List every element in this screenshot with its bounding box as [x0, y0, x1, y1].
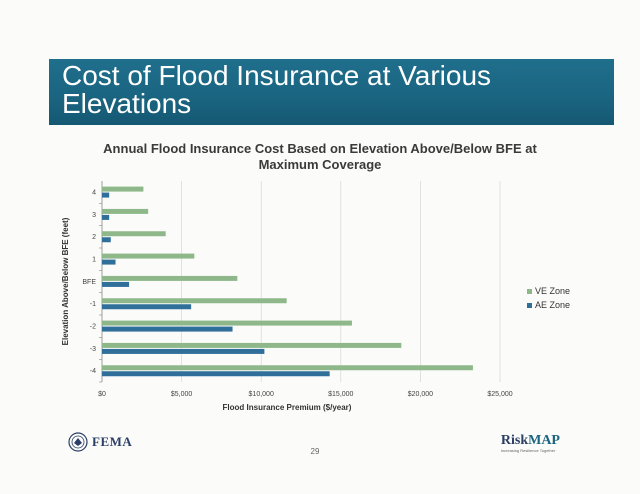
bar-ve-zone	[102, 275, 238, 281]
riskmap-risk-text: Risk	[500, 433, 529, 448]
chart-legend: VE Zone AE Zone	[527, 284, 570, 312]
bar-ae-zone	[102, 259, 116, 265]
slide-title: Cost of Flood Insurance at Various Eleva…	[62, 60, 492, 119]
bar-ae-zone	[102, 304, 192, 310]
bar-ae-zone	[102, 326, 233, 332]
x-tick-label: $15,000	[328, 391, 353, 398]
bar-ve-zone	[102, 342, 402, 348]
riskmap-map-text: MAP	[528, 433, 560, 448]
riskmap-tagline: Increasing Resilience Together	[500, 448, 556, 453]
y-tick-label: 3	[92, 212, 96, 219]
y-tick-label: 2	[92, 234, 96, 241]
fema-seal-icon	[68, 432, 88, 452]
legend-label-ae: AE Zone	[535, 300, 571, 310]
y-tick-label: -2	[90, 323, 96, 330]
legend-label-ve: VE Zone	[535, 286, 571, 296]
bar-ae-zone	[102, 371, 330, 377]
bar-ve-zone	[102, 186, 144, 192]
bar-ae-zone	[102, 348, 265, 354]
bar-ve-zone	[102, 208, 149, 214]
y-tick-label: -1	[90, 301, 96, 308]
y-tick-label: 4	[92, 189, 96, 196]
y-axis-title: Elevation Above/Below BFE (feet)	[61, 217, 70, 345]
legend-item-ve: VE Zone	[527, 284, 570, 298]
y-tick-label: BFE	[82, 279, 96, 286]
fema-logo-text: FEMA	[92, 434, 133, 449]
x-tick-label: $25,000	[487, 391, 512, 398]
bar-ae-zone	[102, 237, 111, 243]
x-tick-label: $0	[98, 391, 106, 398]
y-tick-label: -4	[90, 368, 96, 375]
chart-title: Annual Flood Insurance Cost Based on Ele…	[103, 141, 537, 172]
legend-swatch-ae	[527, 302, 532, 308]
x-tick-label: $10,000	[249, 391, 274, 398]
fema-logo: FEMA	[68, 432, 132, 452]
legend-swatch-ve	[527, 288, 532, 294]
bar-ve-zone	[102, 253, 195, 259]
riskmap-logo: RiskMAP Increasing Resilience Together	[496, 434, 560, 454]
bar-ae-zone	[102, 281, 130, 287]
bar-ae-zone	[102, 214, 110, 220]
title-banner	[49, 59, 614, 125]
x-tick-label: $5,000	[171, 391, 193, 398]
page-number: 29	[310, 447, 320, 456]
bar-ve-zone	[102, 298, 287, 304]
y-tick-label: -3	[90, 346, 96, 353]
x-axis-title: Flood Insurance Premium ($/year)	[223, 403, 352, 412]
x-tick-label: $20,000	[408, 391, 433, 398]
y-tick-label: 1	[92, 256, 96, 263]
bar-ae-zone	[102, 192, 110, 198]
riskmap-wordmark: RiskMAP	[496, 434, 560, 448]
bar-ve-zone	[102, 231, 166, 237]
legend-item-ae: AE Zone	[527, 298, 570, 312]
bar-ve-zone	[102, 365, 473, 371]
bar-ve-zone	[102, 320, 352, 326]
